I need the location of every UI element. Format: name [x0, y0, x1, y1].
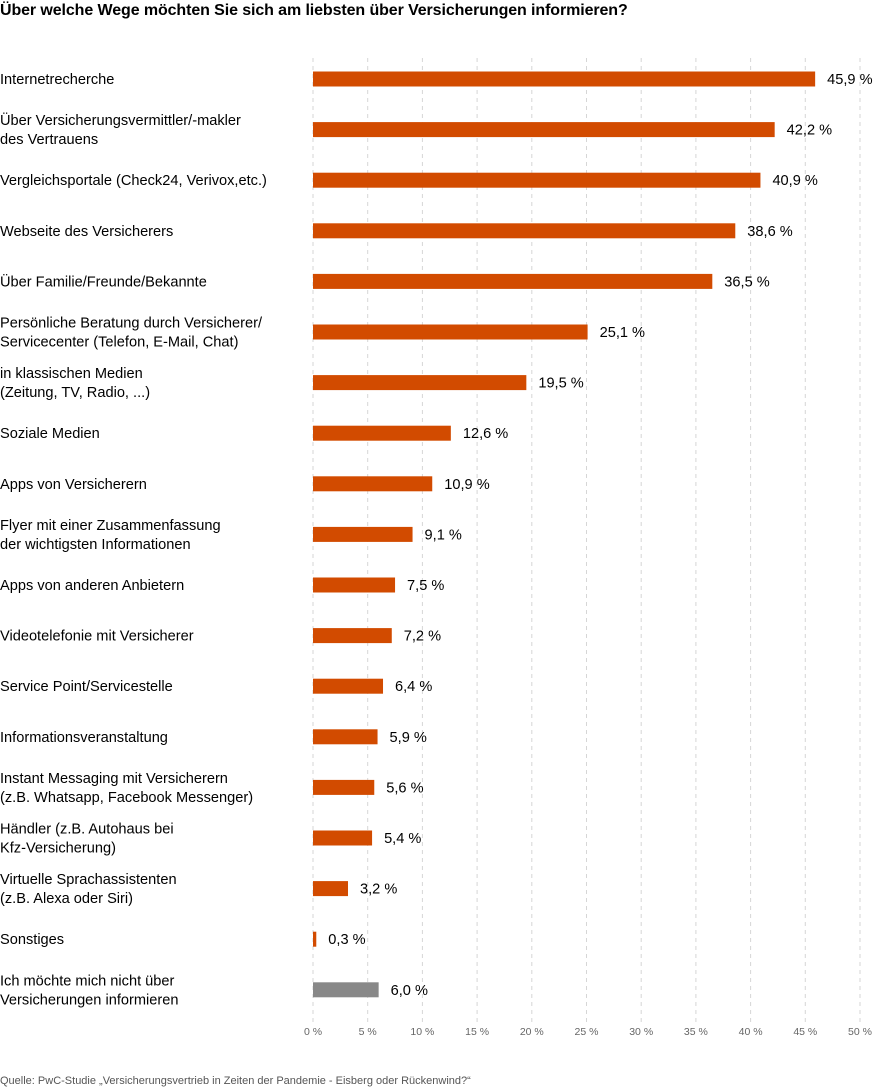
bar — [313, 779, 375, 795]
category-label: Servicecenter (Telefon, E-Mail, Chat) — [0, 335, 238, 351]
x-tick-label: 35 % — [684, 1026, 708, 1038]
category-label: Service Point/Servicestelle — [0, 679, 173, 695]
category-label: der wichtigsten Informationen — [0, 537, 191, 553]
bar — [313, 830, 373, 846]
category-label: in klassischen Medien — [0, 366, 143, 382]
category-label: Vergleichsportale (Check24, Verivox,etc.… — [0, 173, 267, 189]
bar — [313, 71, 816, 87]
category-label: Kfz-Versicherung) — [0, 841, 116, 857]
value-label: 6,4 % — [395, 679, 432, 695]
x-tick-label: 15 % — [465, 1026, 489, 1038]
category-label: Versicherungen informieren — [0, 992, 178, 1008]
category-label: Informationsveranstaltung — [0, 730, 168, 746]
category-label: (Zeitung, TV, Radio, ...) — [0, 385, 150, 401]
value-label: 36,5 % — [724, 274, 769, 290]
bar — [313, 425, 451, 441]
bar — [313, 476, 433, 492]
value-label: 25,1 % — [600, 325, 645, 341]
value-label: 0,3 % — [328, 932, 365, 948]
x-tick-label: 50 % — [848, 1026, 872, 1038]
bar — [313, 324, 588, 340]
value-label: 5,6 % — [386, 780, 423, 796]
source-note: Quelle: PwC-Studie „Versicherungsvertrie… — [0, 1075, 471, 1087]
category-label: Apps von anderen Anbietern — [0, 578, 184, 594]
x-tick-label: 0 % — [304, 1026, 322, 1038]
category-label: (z.B. Whatsapp, Facebook Messenger) — [0, 790, 253, 806]
value-label: 38,6 % — [747, 224, 792, 240]
bar — [313, 375, 527, 391]
category-label: Persönliche Beratung durch Versicherer/ — [0, 316, 263, 332]
category-label: Apps von Versicherern — [0, 477, 147, 493]
bar — [313, 172, 761, 188]
value-label: 9,1 % — [425, 527, 462, 543]
bar — [313, 678, 384, 694]
bar — [313, 881, 349, 897]
value-label: 6,0 % — [391, 983, 428, 999]
x-tick-label: 10 % — [410, 1026, 434, 1038]
x-tick-label: 30 % — [629, 1026, 653, 1038]
value-label: 10,9 % — [444, 477, 489, 493]
value-label: 40,9 % — [772, 173, 817, 189]
value-label: 12,6 % — [463, 426, 508, 442]
bar — [313, 273, 713, 289]
category-label: Soziale Medien — [0, 426, 100, 442]
category-label: Über Familie/Freunde/Bekannte — [0, 272, 207, 290]
value-label: 19,5 % — [538, 376, 583, 392]
value-label: 7,5 % — [407, 578, 444, 594]
category-label: Flyer mit einer Zusammenfassung — [0, 518, 221, 534]
value-label: 45,9 % — [827, 72, 872, 88]
bar — [313, 577, 396, 593]
bar — [313, 729, 378, 745]
category-label: Internetrecherche — [0, 72, 114, 88]
category-label: Ich möchte mich nicht über — [0, 973, 175, 989]
value-label: 5,4 % — [384, 831, 421, 847]
x-tick-label: 5 % — [359, 1026, 377, 1038]
bar — [313, 931, 317, 947]
bar — [313, 122, 775, 138]
category-label: Sonstiges — [0, 932, 64, 948]
value-label: 5,9 % — [390, 730, 427, 746]
category-label: des Vertrauens — [0, 132, 98, 148]
category-label: Webseite des Versicherers — [0, 224, 173, 240]
x-tick-label: 25 % — [575, 1026, 599, 1038]
x-tick-label: 20 % — [520, 1026, 544, 1038]
value-label: 3,2 % — [360, 882, 397, 898]
x-tick-label: 45 % — [793, 1026, 817, 1038]
category-label: Videotelefonie mit Versicherer — [0, 629, 194, 645]
bar — [313, 628, 392, 644]
bar — [313, 526, 413, 542]
bar — [313, 982, 379, 998]
value-label: 42,2 % — [787, 123, 832, 139]
category-label: (z.B. Alexa oder Siri) — [0, 891, 133, 907]
x-tick-label: 40 % — [739, 1026, 763, 1038]
bar — [313, 223, 736, 239]
chart-title: Über welche Wege möchten Sie sich am lie… — [0, 2, 628, 19]
category-label: Über Versicherungsvermittler/-makler — [0, 111, 241, 129]
category-label: Händler (z.B. Autohaus bei — [0, 822, 174, 838]
category-label: Virtuelle Sprachassistenten — [0, 872, 177, 888]
value-label: 7,2 % — [404, 629, 441, 645]
category-label: Instant Messaging mit Versicherern — [0, 771, 228, 787]
